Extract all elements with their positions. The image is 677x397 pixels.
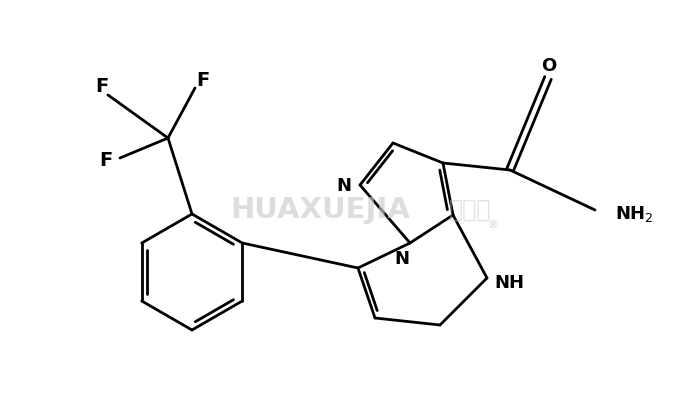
Text: ®: ® — [487, 220, 498, 230]
Text: N: N — [395, 250, 410, 268]
Text: 化学加: 化学加 — [449, 198, 492, 222]
Text: NH: NH — [494, 274, 524, 292]
Text: F: F — [100, 152, 112, 170]
Text: NH$_2$: NH$_2$ — [615, 204, 653, 224]
Text: HUAXUEJIA: HUAXUEJIA — [230, 196, 410, 224]
Text: N: N — [336, 177, 351, 195]
Text: F: F — [95, 77, 108, 96]
Text: F: F — [196, 71, 210, 89]
Text: O: O — [542, 57, 556, 75]
